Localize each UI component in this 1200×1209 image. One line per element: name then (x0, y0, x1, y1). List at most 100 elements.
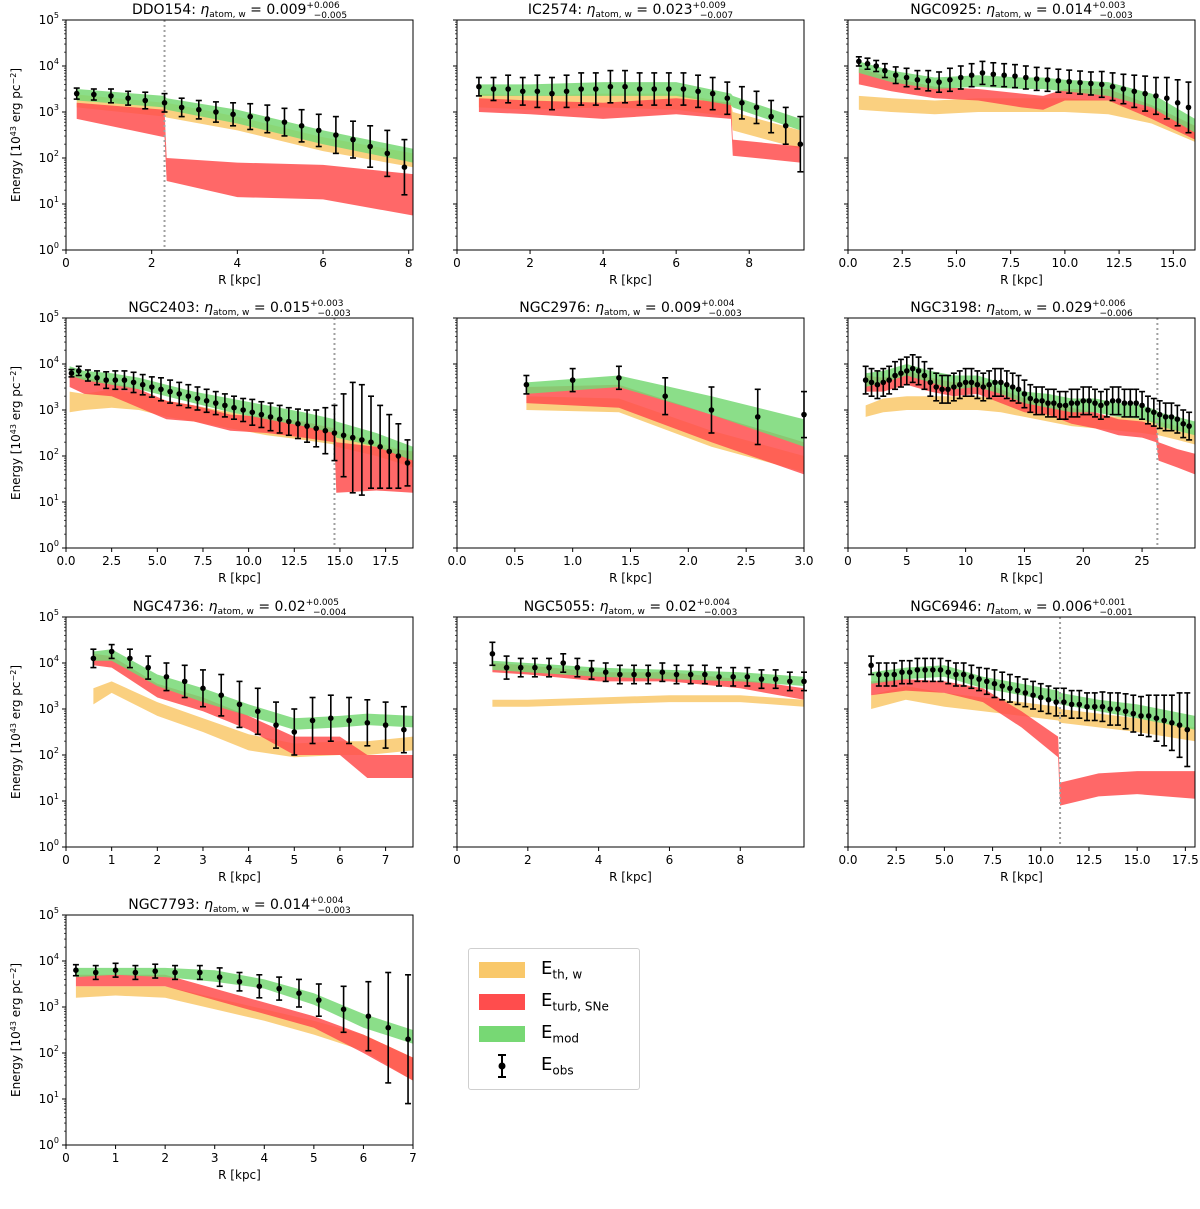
obs-point (892, 360, 899, 391)
obs-marker (880, 379, 887, 386)
obs-marker (874, 381, 881, 388)
band-mod (871, 665, 1195, 730)
obs-marker (1145, 713, 1152, 719)
obs-point (1133, 388, 1140, 418)
xtick-label: 10 (958, 554, 973, 568)
obs-marker (364, 720, 371, 726)
obs-marker (163, 674, 170, 680)
obs-marker (328, 715, 334, 721)
xtick-label: 8 (745, 256, 753, 270)
obs-point (873, 59, 880, 73)
obs-marker (1030, 692, 1036, 698)
obs-point (898, 659, 905, 685)
obs-marker (921, 372, 928, 379)
obs-marker (716, 674, 722, 680)
xtick-label: 5.0 (148, 554, 167, 568)
obs-marker (1068, 400, 1075, 406)
xtick-label: 10.0 (235, 554, 262, 568)
obs-point (489, 641, 496, 667)
obs-marker (517, 664, 524, 671)
obs-marker (158, 386, 164, 393)
obs-point (986, 370, 993, 400)
obs-point (1087, 71, 1094, 96)
obs-marker (768, 113, 774, 120)
ytick-label: 102 (39, 149, 59, 165)
xtick-label: 12.5 (1106, 256, 1133, 270)
obs-point (1180, 409, 1187, 439)
obs-point (897, 358, 904, 388)
obs-marker (108, 648, 115, 655)
obs-point (327, 694, 334, 743)
legend-label-mod: E (541, 1022, 553, 1044)
panel-title: NGC6946: ηatom, w = 0.006+0.001 −0.001 (910, 598, 1133, 618)
obs-marker (1045, 400, 1051, 406)
legend: Eth, w Eturb, SNe Emod Eobs (468, 948, 640, 1090)
obs-marker (937, 667, 944, 673)
xlabel: R [kpc] (609, 870, 652, 884)
legend-label-mod-sub: mod (552, 1031, 580, 1046)
obs-point (382, 701, 389, 749)
obs-point (1109, 72, 1116, 102)
obs-point (673, 664, 680, 685)
obs-marker (340, 1006, 347, 1013)
obs-marker (936, 79, 942, 85)
obs-marker (249, 409, 256, 416)
obs-point (1050, 388, 1057, 418)
obs-point (881, 62, 888, 79)
xtick-label: 17.5 (372, 554, 399, 568)
obs-point (937, 657, 944, 683)
obs-point (291, 708, 298, 756)
obs-point (665, 72, 672, 106)
obs-marker (960, 671, 967, 678)
obs-marker (979, 70, 986, 76)
obs-marker (112, 377, 119, 383)
obs-point (1130, 694, 1137, 733)
xtick-label: 2 (153, 853, 161, 867)
obs-marker (1053, 699, 1059, 705)
ytick-label: 100 (39, 1136, 59, 1152)
obs-marker (899, 669, 905, 675)
axes-frame (65, 19, 414, 251)
band-mod (93, 649, 413, 730)
obs-point (142, 91, 149, 110)
obs-point (1056, 390, 1063, 421)
obs-point (276, 976, 283, 1001)
ytick-label: 104 (39, 952, 59, 968)
obs-point (167, 379, 174, 404)
obs-point (709, 76, 716, 111)
xtick-label: 2 (148, 256, 156, 270)
band-th (93, 681, 413, 758)
xtick-label: 20 (1076, 554, 1091, 568)
obs-marker (593, 86, 599, 92)
obs-marker (1120, 86, 1127, 92)
obs-marker (947, 77, 953, 83)
obs-marker (1180, 421, 1187, 427)
obs-marker (212, 400, 219, 406)
obs-marker (873, 63, 879, 69)
obs-marker (1056, 402, 1063, 409)
obs-marker (200, 685, 206, 692)
obs-point (1186, 411, 1193, 441)
obs-point (377, 404, 384, 490)
obs-point (730, 666, 737, 687)
obs-marker (1115, 398, 1122, 404)
obs-marker (782, 123, 789, 129)
obs-marker (957, 74, 964, 81)
axes-frame (65, 317, 414, 549)
xtick-label: 3 (199, 853, 207, 867)
obs-point (886, 365, 893, 395)
obs-point (922, 657, 929, 683)
obs-marker (927, 379, 934, 386)
obs-marker (167, 388, 173, 395)
ytick-label: 103 (39, 700, 59, 716)
obs-marker (886, 377, 892, 383)
xtick-label: 2.5 (887, 853, 906, 867)
obs-marker (956, 381, 963, 388)
obs-point (880, 367, 887, 398)
obs-point (1080, 386, 1087, 416)
obs-marker (240, 407, 246, 413)
obs-point (1039, 386, 1046, 416)
obs-point (386, 413, 393, 490)
ytick-label: 105 (39, 906, 59, 922)
obs-point (331, 404, 338, 462)
